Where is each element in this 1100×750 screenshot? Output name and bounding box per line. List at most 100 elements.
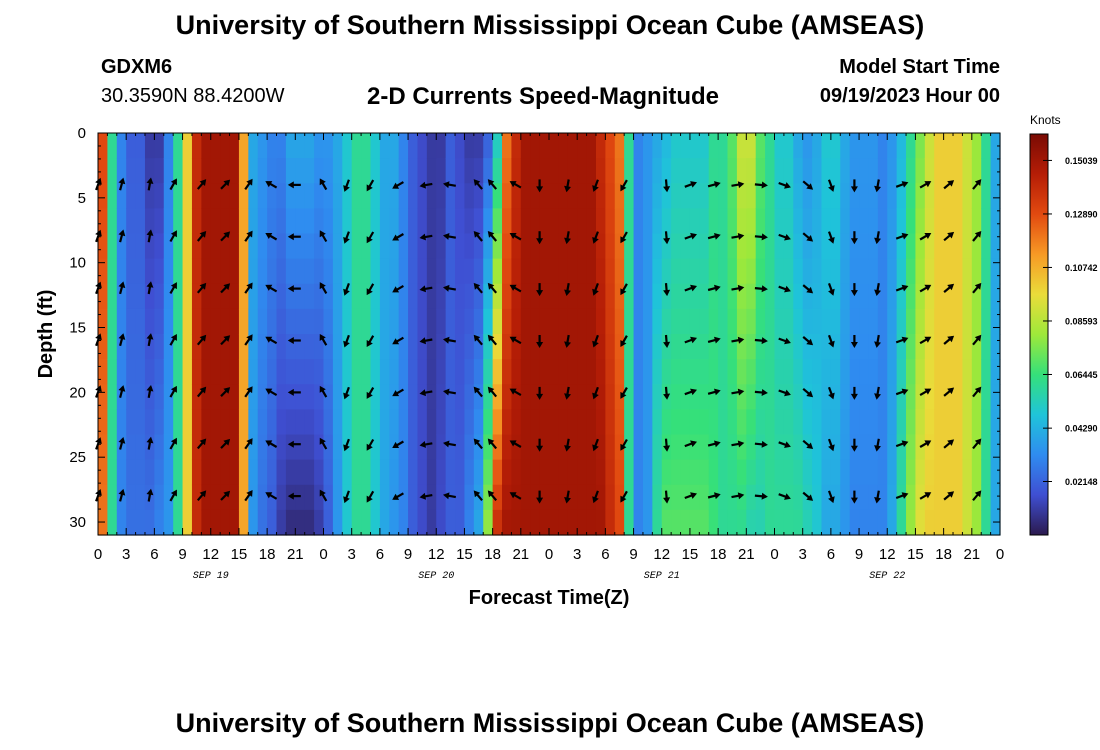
heat-cell (595, 434, 606, 461)
current-arrow (169, 489, 177, 502)
heat-cell (126, 283, 137, 310)
current-arrow (244, 334, 253, 346)
heat-cell (154, 334, 165, 360)
heat-cell (849, 158, 860, 184)
heat-cell (586, 409, 597, 436)
current-arrow (895, 232, 909, 240)
axes: 0 3 6 9 12 15 18 21 0 3 6 9 12 15 18 21 0 3 6 9 12 15 18 21 0 3 6 9… (69, 125, 1004, 582)
x-tick-label: 21 (963, 546, 980, 563)
current-arrow (592, 334, 599, 348)
heat-cell (990, 208, 1001, 235)
current-arrow (564, 490, 571, 504)
heat-cell (107, 208, 118, 235)
heat-cell (840, 308, 851, 335)
heat-cell (906, 233, 917, 260)
heat-cell (379, 359, 390, 385)
heat-cell (605, 208, 616, 235)
heat-cell (934, 233, 945, 260)
heat-cell (408, 334, 419, 360)
heat-cell (154, 233, 165, 260)
heat-cell (567, 233, 578, 260)
heat-cell (671, 183, 682, 209)
current-arrow (319, 385, 328, 398)
heat-cell (389, 133, 400, 159)
current-arrow (943, 335, 955, 345)
heat-cell (577, 133, 588, 159)
heat-cell (906, 158, 917, 184)
heat-cell (887, 359, 898, 385)
heat-cell (567, 509, 578, 536)
heat-cell (295, 509, 306, 536)
heat-cell (718, 459, 729, 486)
heat-cell (783, 308, 794, 335)
heat-cell (257, 133, 268, 159)
heat-cell (361, 283, 372, 310)
heat-cell (633, 158, 644, 184)
heat-cell (595, 359, 606, 385)
heat-cell (238, 283, 249, 310)
heat-cell (727, 183, 738, 209)
heat-cell (370, 183, 381, 209)
heat-cell (511, 283, 522, 310)
heat-cell (408, 459, 419, 486)
heat-cell (953, 459, 964, 486)
current-arrow (487, 231, 498, 242)
heat-cell (896, 359, 907, 385)
heat-cell (746, 484, 757, 511)
heat-cell (586, 183, 597, 209)
heat-cell (511, 459, 522, 486)
current-arrow (419, 181, 433, 189)
heat-cell (830, 283, 841, 310)
heat-cell (276, 208, 287, 235)
heat-cell (389, 384, 400, 410)
heat-cell (943, 359, 954, 385)
heat-cell (802, 334, 813, 360)
heat-cell (229, 183, 240, 209)
heat-cell (661, 233, 672, 260)
heat-cell (962, 233, 973, 260)
heat-cell (802, 359, 813, 385)
heat-cell (577, 183, 588, 209)
heat-cell (144, 258, 155, 285)
heat-cell (182, 509, 193, 536)
heat-cell (370, 308, 381, 335)
heat-cell (896, 334, 907, 360)
heat-cell (126, 183, 137, 209)
heat-cell (436, 509, 447, 536)
heat-cell (220, 434, 231, 461)
heat-cell (107, 158, 118, 184)
heat-cell (370, 459, 381, 486)
heat-cell (549, 484, 559, 511)
heat-cell (304, 459, 315, 486)
current-arrow (620, 387, 628, 399)
heat-cell (135, 384, 146, 410)
heat-cell (943, 183, 954, 209)
current-arrow (419, 492, 433, 500)
heat-cell (323, 283, 334, 310)
heat-cell (586, 459, 597, 486)
heat-cell (962, 208, 973, 235)
chart-subtitle: 2-D Currents Speed-Magnitude (367, 83, 720, 110)
heat-cell (821, 459, 832, 486)
heat-cell (248, 258, 259, 285)
heat-cell (182, 308, 193, 335)
heat-cell (859, 409, 870, 436)
current-arrow (707, 233, 721, 240)
heat-cell (633, 484, 644, 511)
heat-cell (332, 509, 343, 536)
heat-cell (455, 133, 466, 159)
current-arrow (943, 283, 955, 293)
heat-cell (915, 509, 926, 536)
heat-cell (830, 509, 841, 536)
heat-cell (98, 409, 108, 436)
x-tick-label: 3 (122, 546, 130, 563)
heat-cell (652, 158, 663, 184)
heat-cell (295, 459, 306, 486)
heat-cell (971, 183, 982, 209)
heat-cell (849, 509, 860, 536)
heat-cell (163, 384, 174, 410)
heat-cell (276, 233, 287, 260)
current-arrow (972, 179, 982, 190)
heat-cell (323, 459, 334, 486)
heat-cell (736, 409, 747, 436)
